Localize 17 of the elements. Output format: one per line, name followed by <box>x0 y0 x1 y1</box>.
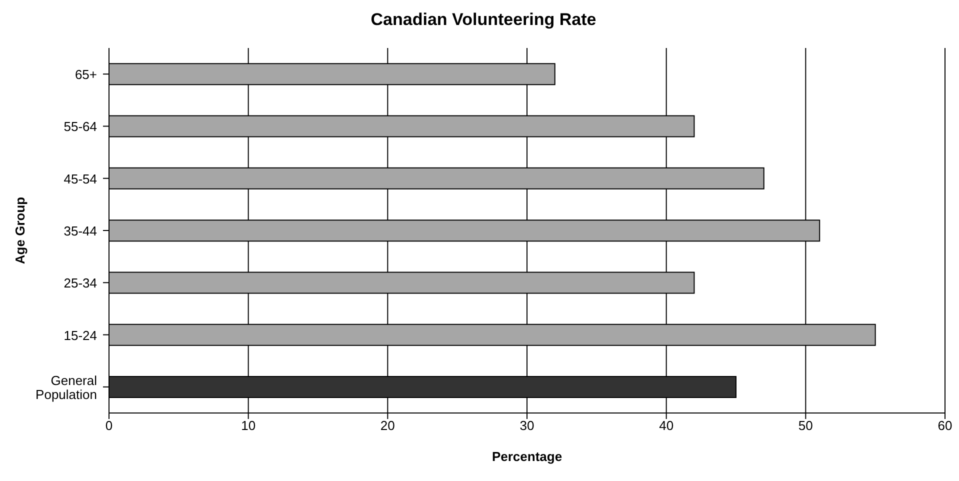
chart-title: Canadian Volunteering Rate <box>370 10 598 30</box>
y-tick-label: 45-54 <box>64 170 97 186</box>
y-tick-label: 55-64 <box>64 118 97 134</box>
x-axis-title: Percentage <box>492 449 562 464</box>
x-tick-label: 30 <box>520 418 534 434</box>
x-tick-label: 20 <box>380 418 395 434</box>
y-tick-label: 15-24 <box>64 327 97 342</box>
y-tick-label: 35-44 <box>64 223 97 238</box>
y-tick-label: General Population <box>36 372 98 402</box>
x-tick-label: 40 <box>659 418 674 434</box>
y-axis-title: Age Group <box>12 196 28 264</box>
y-tick-label: 25-34 <box>64 275 97 290</box>
x-tick-label: 10 <box>241 418 256 434</box>
x-tick-label: 0 <box>105 418 113 434</box>
x-tick-label: 60 <box>938 418 952 434</box>
y-tick-label: 65+ <box>74 66 97 82</box>
x-tick-label: 50 <box>798 418 813 434</box>
